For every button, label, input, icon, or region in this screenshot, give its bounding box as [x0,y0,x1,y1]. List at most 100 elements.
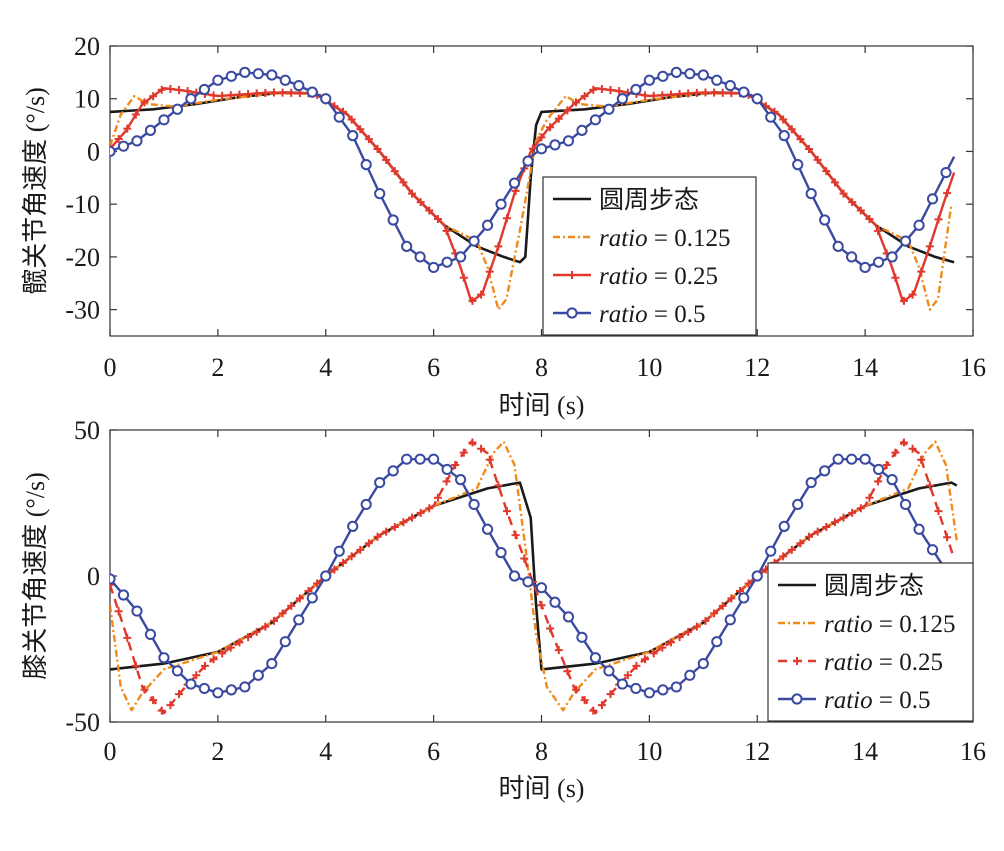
data-point [805,532,814,541]
data-point [537,133,546,142]
x-tick-label: 4 [319,737,332,766]
data-point [899,498,912,511]
data-point [382,527,391,536]
data-point [670,681,682,693]
data-point [140,98,149,107]
series-line-3 [110,87,956,303]
y-tick-label: 10 [74,85,100,114]
data-point [796,539,805,548]
series-line-2 [110,92,953,311]
data-point [408,513,417,522]
data-point [751,93,763,105]
data-point [606,86,615,95]
data-point [615,87,624,96]
data-point [226,643,235,652]
data-point [185,93,197,105]
data-point [110,573,116,585]
data-point [913,523,925,535]
data-point [697,658,709,670]
data-point [339,558,348,567]
data-point [333,111,345,123]
data-point [374,188,386,200]
data-point [287,88,296,97]
data-point [401,240,413,252]
x-tick-label: 8 [535,737,548,766]
data-point [576,631,588,643]
data-point [364,539,373,548]
data-point [940,166,952,179]
data-point [269,88,278,97]
data-point [718,601,727,610]
data-point [908,290,917,299]
data-point [684,627,693,636]
data-point [374,476,386,489]
data-point [399,518,408,527]
data-point [899,235,912,247]
data-point [171,103,184,115]
data-point [563,106,572,115]
data-point [926,193,939,205]
data-point [589,652,602,664]
data-point [839,189,848,198]
data-point [425,504,434,513]
data-point [819,214,831,226]
data-point [934,507,943,516]
data-point [606,690,615,699]
data-point [502,214,511,223]
data-point [511,531,520,540]
data-point [554,646,563,655]
legend-label: ratio = 0.5 [599,301,705,328]
data-point [266,658,278,670]
data-point [158,114,170,126]
data-point [244,633,253,642]
data-point [481,219,494,231]
data-point [822,522,831,531]
data-point [630,682,642,695]
data-point [416,198,425,207]
legend-box [767,562,974,722]
x-tick-label: 14 [852,353,878,382]
data-point [735,586,744,595]
data-point [589,706,598,715]
data-point [428,261,440,274]
data-point [481,523,494,535]
data-point [468,235,480,247]
data-point [908,444,917,453]
data-point [580,696,589,705]
data-point [225,684,237,696]
data-point [520,554,529,563]
y-axis-label: 髋关节角速度 (°/s) [21,87,50,295]
series-group [110,438,958,715]
data-point [387,214,399,226]
data-point [149,696,158,705]
data-point [603,665,615,677]
data-point [293,614,305,626]
data-point [239,66,251,78]
data-point [261,88,270,97]
data-point [304,586,313,595]
data-point [485,267,494,276]
x-tick-label: 16 [960,353,986,382]
data-point [859,453,871,465]
data-point [549,596,561,608]
data-point [347,130,359,142]
data-point [701,616,710,625]
data-point [183,87,192,96]
data-point [738,592,750,604]
data-point [110,580,114,589]
y-tick-label: -30 [65,296,100,325]
data-point [200,661,209,670]
x-tick-label: 10 [636,737,662,766]
data-point [114,607,123,616]
data-point [697,69,709,81]
data-point [822,167,831,176]
legend-label: ratio = 0.25 [824,649,943,676]
series-line-1 [110,91,955,264]
data-point [787,545,796,554]
data-point [212,687,224,699]
data-point [710,88,719,97]
data-point [873,256,885,268]
data-point [347,115,356,124]
data-point [925,242,934,251]
y-tick-label: 0 [87,137,100,166]
